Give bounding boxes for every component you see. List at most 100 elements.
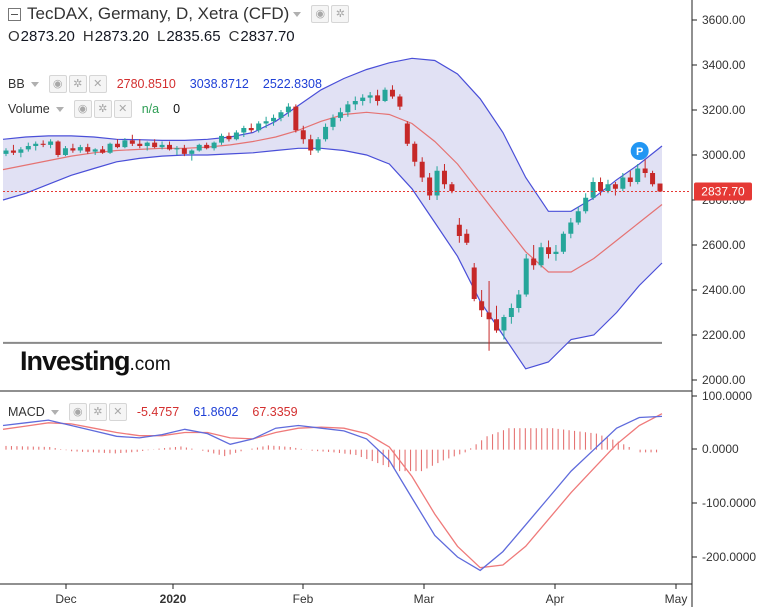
candle-body <box>211 142 217 149</box>
low-label: L <box>156 28 166 45</box>
open-value: 2873.20 <box>20 28 75 45</box>
candle-body <box>137 143 143 146</box>
eye-icon[interactable]: ◉ <box>48 75 67 93</box>
macd-line <box>2 415 663 572</box>
candle-body <box>404 123 410 144</box>
price-tick-label: 2600.00 <box>702 238 746 252</box>
candle-body <box>40 143 46 145</box>
gear-icon[interactable]: ✲ <box>331 5 350 23</box>
candle-body <box>494 319 499 331</box>
candle-body <box>100 149 106 153</box>
macd-line-value: 61.8602 <box>193 405 239 419</box>
candle-body <box>293 106 299 131</box>
candle-body <box>605 184 611 191</box>
chart-title-row: TecDAX, Germany, D, Xetra (CFD) ◉ ✲ <box>8 4 351 24</box>
candle-body <box>323 126 329 140</box>
close-label: C <box>228 28 240 45</box>
time-tick-label: 2020 <box>160 592 187 606</box>
collapse-icon[interactable] <box>8 7 21 21</box>
chevron-down-icon[interactable] <box>55 106 64 112</box>
chart-title: TecDAX, Germany, D, Xetra (CFD) <box>27 4 290 23</box>
candle-body <box>196 144 202 151</box>
macd-tick-label: 100.0000 <box>702 389 752 403</box>
macd-hist-value: -5.4757 <box>136 405 180 419</box>
candle-body <box>560 233 566 252</box>
candle-body <box>650 173 656 185</box>
macd-signal-value: 67.3359 <box>252 405 298 419</box>
candle-body <box>516 294 522 308</box>
candle-body <box>627 177 633 182</box>
candle-body <box>77 147 83 151</box>
bb-lower-value: 2522.8308 <box>262 77 322 91</box>
price-tick-label: 2000.00 <box>702 373 746 387</box>
event-marker[interactable] <box>630 142 649 160</box>
macd-legend: MACD ◉ ✲ ✕ -5.4757 61.8602 67.3359 <box>8 403 304 421</box>
low-value: 2835.65 <box>166 28 221 45</box>
bb-middle-value: 2780.8510 <box>116 77 176 91</box>
volume-count: 0 <box>173 102 181 116</box>
volume-legend: Volume ◉ ✲ ✕ n/a 0 <box>8 100 186 118</box>
macd-signal-line <box>2 413 663 569</box>
candle-body <box>620 177 626 189</box>
candle-body <box>256 123 262 131</box>
candle-body <box>337 112 343 118</box>
candle-body <box>449 184 455 191</box>
candle-body <box>508 308 514 317</box>
gear-icon[interactable]: ✲ <box>93 100 112 118</box>
candle-body <box>531 258 537 266</box>
price-tick-label: 3000.00 <box>702 148 746 162</box>
candle-body <box>18 149 24 153</box>
candle-body <box>204 144 210 149</box>
candle-body <box>367 95 373 98</box>
candle-body <box>278 112 284 118</box>
gear-icon[interactable]: ✲ <box>68 75 87 93</box>
close-icon[interactable]: ✕ <box>108 403 127 421</box>
candle-body <box>25 146 31 150</box>
candle-body <box>523 258 529 295</box>
candle-body <box>233 132 239 140</box>
candle-body <box>167 144 172 150</box>
chevron-down-icon[interactable] <box>293 11 302 17</box>
candle-body <box>456 224 462 236</box>
price-tick-label: 3400.00 <box>702 58 746 72</box>
chevron-down-icon[interactable] <box>50 409 59 415</box>
candle-body <box>300 130 306 140</box>
candle-body <box>33 143 39 146</box>
gear-icon[interactable]: ✲ <box>88 403 107 421</box>
bollinger-lower-line <box>2 147 663 370</box>
close-value: 2837.70 <box>240 28 295 45</box>
candle-body <box>538 247 544 266</box>
high-value: 2873.20 <box>94 28 149 45</box>
candle-body <box>330 117 336 127</box>
investing-logo: Investing.com <box>20 346 171 376</box>
bb-upper-value: 3038.8712 <box>189 77 249 91</box>
candle-body <box>568 222 574 234</box>
candle-body <box>345 104 351 113</box>
bollinger-upper-line <box>2 57 663 212</box>
candle-body <box>352 101 358 105</box>
open-label: O <box>8 28 20 45</box>
chevron-down-icon[interactable] <box>30 81 39 87</box>
price-tick-label: 2200.00 <box>702 328 746 342</box>
volume-name: Volume <box>8 102 50 116</box>
candle-body <box>590 182 596 198</box>
volume-value: n/a <box>141 102 160 116</box>
last-price-badge <box>694 182 752 201</box>
eye-icon[interactable]: ◉ <box>311 5 330 23</box>
candle-body <box>546 247 552 254</box>
close-icon[interactable]: ✕ <box>88 75 107 93</box>
macd-tick-label: -100.0000 <box>702 496 756 510</box>
candle-body <box>122 140 128 148</box>
candle-body <box>92 149 98 152</box>
price-tick-label: 3200.00 <box>702 103 746 117</box>
price-tick-label: 2400.00 <box>702 283 746 297</box>
candle-body <box>248 128 254 131</box>
close-icon[interactable]: ✕ <box>113 100 132 118</box>
eye-icon[interactable]: ◉ <box>68 403 87 421</box>
candle-body <box>10 150 16 153</box>
price-tick-label: 3600.00 <box>702 13 746 27</box>
candle-body <box>107 143 113 153</box>
candle-body <box>159 144 165 148</box>
bb-legend: BB ◉ ✲ ✕ 2780.8510 3038.8712 2522.8308 <box>8 75 328 93</box>
eye-icon[interactable]: ◉ <box>73 100 92 118</box>
